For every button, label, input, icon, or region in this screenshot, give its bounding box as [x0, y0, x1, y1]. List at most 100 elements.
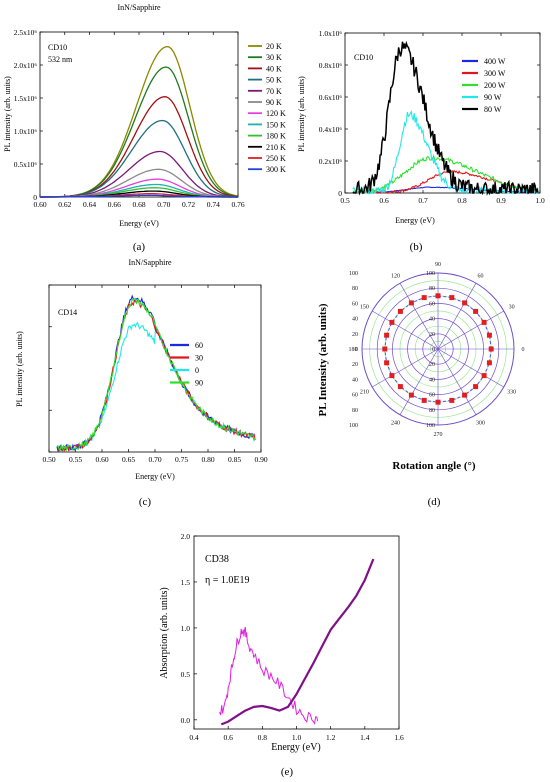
- panel-d-radius-label-up: 40: [429, 317, 435, 323]
- panel-d-data-point: [473, 308, 479, 314]
- panel-c-x-tick-labels: 0.50 0.55 0.60 0.65 0.70 0.75 0.80 0.85 0.90: [42, 455, 267, 464]
- panel-a-series-line: [40, 194, 238, 198]
- panel-a-x-axis-label: Energy (eV): [119, 219, 159, 228]
- c-x-tick-label: 0.50: [42, 455, 55, 464]
- panel-a-series: [40, 45, 239, 198]
- panel-c-legend-label: 60: [195, 341, 203, 350]
- panel-a-legend-label: 40 K: [266, 64, 282, 73]
- panel-d-side-label: 80: [352, 286, 358, 292]
- panel-d-radius-label-down: 80: [429, 408, 435, 414]
- panel-a-legend-label: 50 K: [266, 76, 282, 85]
- panel-b-x-axis-label: Energy (eV): [395, 216, 435, 225]
- a-x-tick-label: 0.70: [157, 200, 170, 209]
- panel-d-radius-label-up: 100: [426, 271, 435, 277]
- b-y-tick-label: 1.0x10⁶: [319, 29, 343, 38]
- panel-c-series: [56, 294, 256, 453]
- panel-d-data-point: [435, 293, 441, 299]
- panel-b-legend-label: 90 W: [484, 93, 502, 102]
- panel-b-axis-ticks: [344, 32, 541, 194]
- panel-d-side-label: 100: [349, 423, 358, 429]
- panel-b-x-tick-labels: 0.5 0.6 0.7 0.8 0.9 1.0: [340, 196, 545, 205]
- panel-e-series-line: [220, 558, 375, 726]
- panel-b-legend: 400 W 300 W 200 W 90 W 80 W: [462, 57, 506, 114]
- panel-d-angle-label: 300: [476, 421, 485, 427]
- panel-d-side-label: 0: [355, 347, 358, 353]
- a-y-tick-label: 2.0x10⁶: [14, 61, 38, 70]
- panel-d: 0 30 60 90 120 150 180 210 240 270 300 330 0 0 20 20 20 2…: [317, 262, 525, 508]
- a-y-tick-label: 0: [33, 193, 37, 202]
- panel-d-radius-label-up: 0: [432, 347, 435, 353]
- panel-d-angle-label: 270: [434, 432, 443, 438]
- c-x-tick-label: 0.75: [175, 455, 188, 464]
- c-x-tick-label: 0.55: [69, 455, 82, 464]
- b-y-tick-label: 0.8x10⁶: [319, 61, 343, 70]
- panel-c-series-line: [57, 297, 256, 452]
- c-x-tick-label: 0.70: [148, 455, 161, 464]
- panel-c-axis-ticks: [48, 284, 262, 453]
- panel-b-legend-label: 80 W: [484, 105, 502, 114]
- b-x-tick-label: 0.7: [418, 196, 428, 205]
- panel-d-grid-spoke: [399, 283, 439, 350]
- panel-a-legend-label: 90 K: [266, 98, 282, 107]
- panel-e-y-tick-labels: 0.0 0.5 1.0 1.5 2.0: [181, 532, 191, 725]
- panel-e-y-tick-label: 0.0: [181, 716, 191, 725]
- panel-d-data-point: [449, 295, 455, 301]
- panel-d-data-point: [408, 300, 414, 306]
- panel-e-y-tick-label: 2.0: [181, 532, 191, 541]
- panel-c-caption: (c): [139, 496, 152, 508]
- panel-d-side-label: 100: [349, 271, 358, 277]
- panel-e: 0.4 0.6 0.8 1.0 1.2 1.4 1.6 0.0 0.5 1.0 1.5 2.0 CD…: [159, 532, 404, 778]
- panel-b-legend-label: 400 W: [484, 57, 506, 66]
- panel-d-data-point: [397, 384, 403, 390]
- panel-c-sample-label: CD14: [58, 308, 77, 317]
- panel-b-series-line: [352, 40, 539, 196]
- panel-d-data-point: [384, 332, 390, 338]
- panel-c-legend-label: 30: [195, 354, 203, 363]
- panel-e-x-tick-label: 1.0: [292, 733, 302, 742]
- panel-d-angle-label: 150: [360, 305, 369, 311]
- panel-e-x-tick-labels: 0.4 0.6 0.8 1.0 1.2 1.4 1.6: [189, 733, 404, 742]
- panel-d-radius-label-down: 60: [429, 393, 435, 399]
- a-x-tick-label: 0.66: [108, 200, 121, 209]
- panel-a-legend: 20 K 30 K 40 K 50 K 70 K 90 K 120 K 150 K 180 K 2…: [248, 42, 286, 174]
- panel-a-caption: (a): [133, 241, 146, 253]
- panel-a-legend-label: 120 K: [266, 109, 286, 118]
- a-y-tick-label: 1.5x10⁶: [14, 94, 38, 103]
- panel-b-plot-frame: [344, 32, 541, 194]
- panel-c-legend-label: 0: [195, 366, 199, 375]
- panel-a-legend-label: 70 K: [266, 87, 282, 96]
- panel-e-y-axis-label: Absorption (arb. units): [159, 587, 170, 678]
- panel-d-data-point: [462, 300, 468, 306]
- panel-b-y-axis-label: PL intensity (arb. units): [297, 76, 306, 152]
- panel-d-grid-spoke: [437, 348, 477, 415]
- panel-b-series-line: [352, 110, 539, 196]
- panel-d-data-point: [421, 295, 427, 301]
- panel-e-x-axis-label: Energy (eV): [271, 742, 321, 753]
- a-x-tick-label: 0.76: [231, 200, 244, 209]
- a-x-tick-label: 0.64: [83, 200, 96, 209]
- panel-e-doping-label: η = 1.0E19: [205, 575, 249, 586]
- panel-c-y-axis-label: PL intensity (arb. units): [15, 331, 24, 407]
- panel-d-data-point: [481, 373, 487, 379]
- panel-e-caption: (e): [281, 766, 294, 778]
- panel-d-side-label: 60: [352, 301, 358, 307]
- panel-d-grid-spoke: [437, 283, 477, 350]
- panel-c-x-axis-label: Energy (eV): [135, 472, 175, 481]
- panel-a-legend-label: 180 K: [266, 132, 286, 141]
- panel-b-legend-label: 200 W: [484, 81, 506, 90]
- panel-d-data-point: [389, 319, 395, 325]
- panel-a-y-tick-labels: 0 0.5x10⁶ 1.0x10⁶ 1.5x10⁶ 2.0x10⁶ 2.5x10⁶: [14, 28, 38, 202]
- panel-d-data-point: [435, 399, 441, 405]
- panel-b-legend-label: 300 W: [484, 69, 506, 78]
- panel-a-legend-label: 150 K: [266, 120, 286, 129]
- panel-e-x-tick-label: 1.2: [326, 733, 336, 742]
- b-x-tick-label: 0.5: [340, 196, 350, 205]
- panel-e-y-tick-label: 1.0: [181, 624, 191, 633]
- panel-b-series: [352, 40, 539, 196]
- panel-d-data-point: [473, 384, 479, 390]
- panel-d-data-point: [397, 308, 403, 314]
- panel-d-angle-label: 90: [435, 262, 441, 268]
- a-x-tick-label: 0.68: [132, 200, 145, 209]
- panel-a-x-tick-labels: 0.60 0.62 0.64 0.66 0.68 0.70 0.72 0.74 0.76: [33, 200, 244, 209]
